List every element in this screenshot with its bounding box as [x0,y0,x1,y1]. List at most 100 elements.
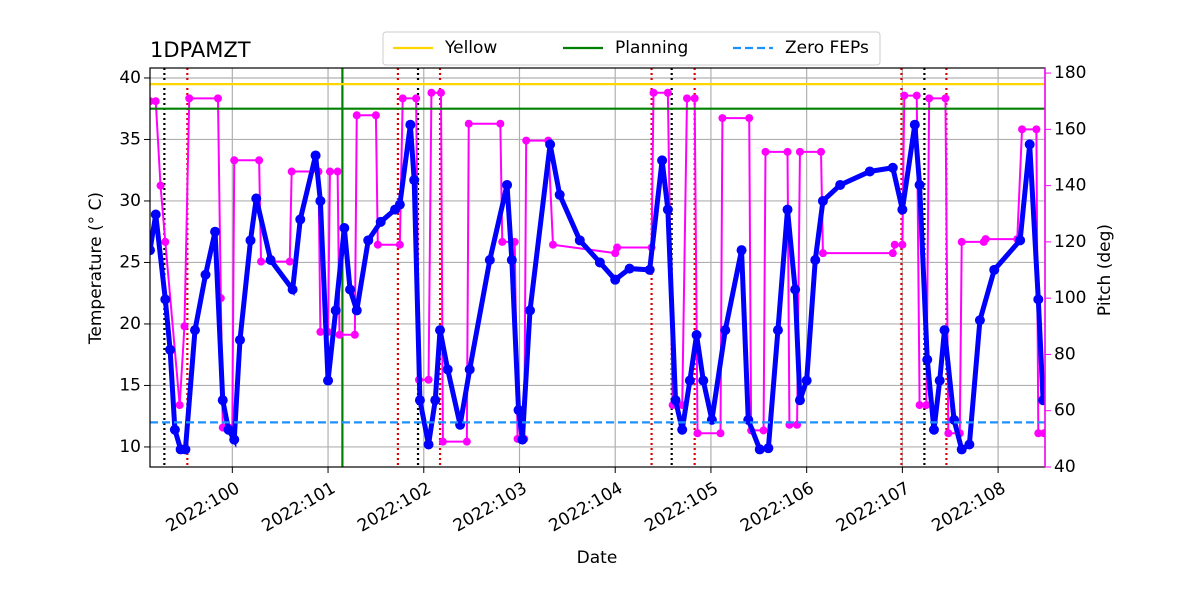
series-point [782,204,793,215]
y2-tick-label: 140 [1054,176,1086,196]
series-point [810,254,821,265]
series-point [180,444,191,455]
y-axis-label: Temperature (° C) [86,192,106,345]
series-point [506,254,517,265]
y2-tick-label: 120 [1054,232,1086,252]
series-point [175,401,184,410]
y-tick-label: 15 [119,375,141,395]
series-point [156,181,165,190]
series-point [759,426,768,435]
y-tick-label: 35 [119,129,141,149]
legend-label: Yellow [444,38,497,58]
series-point [245,235,256,246]
series-point [864,166,875,177]
series-point [395,240,404,249]
series-point [424,375,433,384]
series-point [1033,294,1044,305]
series-point [484,254,495,265]
series-point [1018,125,1027,134]
series-point [255,156,264,165]
series-point [835,179,846,190]
series-point [716,429,725,438]
series-point [223,424,234,435]
series-point [423,439,434,450]
series-point [594,257,605,268]
series-point [339,223,350,234]
y2-tick-label: 160 [1054,119,1086,139]
series-point [496,119,505,128]
series-point [160,294,171,305]
series-point [818,249,827,258]
series-point [1034,429,1043,438]
series-point [363,235,374,246]
series-point [335,330,344,339]
series-point [928,424,939,435]
series-point [316,327,325,336]
series-point [265,254,276,265]
series-point [956,444,967,455]
legend-label: Planning [615,38,688,58]
x-tick-label: 2022:102 [354,478,435,536]
series-point [430,395,441,406]
series-point [287,167,296,176]
series-point [405,119,416,130]
series-point [670,395,681,406]
series-point [435,325,446,336]
x-tick-label: 2022:100 [163,478,244,536]
series-point [613,243,622,252]
series-point [574,235,585,246]
series-point [890,240,899,249]
series-point [333,167,342,176]
series-point [325,167,334,176]
series-point [213,94,222,103]
y-tick-label: 10 [119,437,141,457]
series-point [502,179,513,190]
series-point [150,245,155,256]
series-point [898,240,907,249]
series-point [554,189,565,200]
series-point [754,444,765,455]
series-point [736,245,747,256]
series-point [375,216,386,227]
series-point [720,325,731,336]
y2-tick-label: 80 [1054,344,1076,364]
series-point [897,204,908,215]
y-tick-label: 40 [119,68,141,88]
y2-tick-label: 100 [1054,288,1086,308]
series-point [414,395,425,406]
series-point [169,424,180,435]
series-point [438,437,447,446]
series-point [683,94,691,103]
series-point [912,91,921,100]
series-point [234,334,245,345]
series-point [941,94,950,103]
series-point [817,195,828,206]
series-point [513,405,524,416]
series-point [350,330,359,339]
series-point [790,284,801,295]
series-point [900,91,909,100]
series-point [925,94,934,103]
chart-title: 1DPAMZT [150,38,251,62]
series-point [795,147,804,156]
series-point [230,156,239,165]
series-point [517,434,528,445]
series-point [888,249,897,258]
series-point [229,434,240,445]
series-point [315,195,326,206]
series-point [644,264,655,275]
series-point [295,214,306,225]
series-point [548,240,557,249]
series-point [939,325,950,336]
y2-tick-label: 180 [1054,63,1086,83]
series-point [373,240,382,249]
series-point [412,94,421,103]
series-point [1032,125,1041,134]
series-point [763,443,774,454]
series-point [957,237,966,246]
x-tick-label: 2022:107 [833,478,914,536]
series-point [649,88,658,97]
series-point [745,114,754,123]
y-tick-label: 20 [119,314,141,334]
